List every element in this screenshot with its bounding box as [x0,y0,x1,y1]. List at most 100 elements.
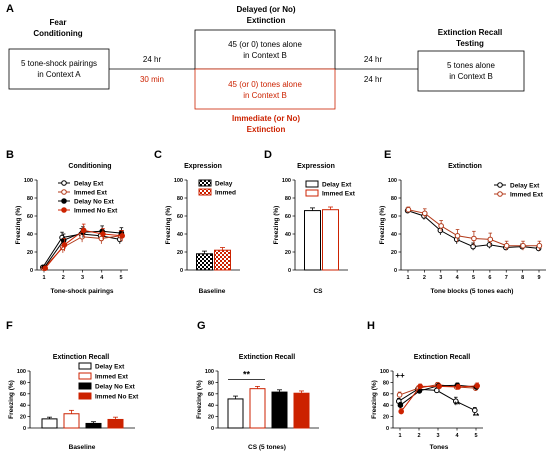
y-tick-label-b: 60 [27,214,33,220]
legend-marker-e [497,191,503,197]
x-tick-label-b: 2 [62,275,65,281]
y-tick-label-f: 0 [23,426,26,432]
x-tick-label-b: 5 [119,275,122,281]
data-point-e [536,242,543,249]
y-tick-label-h: 20 [383,415,389,421]
y-tick-label-h: 40 [383,403,389,409]
y-axis-title-d: Freezing (%) [273,206,280,245]
y-tick-label-c: 60 [177,214,183,220]
y-tick-label-e: 80 [391,196,397,202]
panel-letter-e: E [384,149,391,161]
x-tick-label-b: 1 [42,275,45,281]
stage2-box-delayed [194,29,336,70]
data-point-b [100,231,106,237]
x-axis-title-e: Tone blocks (5 tones each) [431,288,514,295]
legend-marker-b [61,189,67,195]
y-axis-title-f: Freezing (%) [8,380,15,419]
y-tick-label-f: 60 [20,392,26,398]
stage2-delayed-line2: in Context B [243,51,287,60]
y-tick-label-d: 60 [285,214,291,220]
bar-g [227,398,244,429]
data-point-h [436,383,443,390]
chart-title-d: Expression [297,163,335,170]
legend-label-f: Immed Ext [95,373,129,380]
chart-title-g: Extinction Recall [239,354,295,361]
stage3-title-line1: Extinction Recall [438,28,502,37]
legend-swatch-f [78,362,92,370]
y-axis-title-h: Freezing (%) [371,380,378,419]
bar-f [107,418,124,429]
data-point-e [438,223,444,229]
interval-right-top: 24 hr [364,55,383,64]
legend-swatch-c [198,188,212,196]
data-point-b [119,233,125,239]
data-point-e [421,210,428,217]
y-tick-label-c: 0 [180,268,183,274]
y-tick-label-g: 0 [211,426,214,432]
y-tick-label-h: 60 [383,392,389,398]
chart-title-h: Extinction Recall [414,354,470,361]
stage2-box-immediate [194,68,336,110]
panel-letter-h: H [367,320,375,332]
bar-c [196,253,213,271]
x-tick-label-e: 4 [456,275,460,281]
x-tick-label-h: 3 [436,433,439,439]
legend-marker-b [61,198,67,204]
y-tick-label-f: 80 [20,380,26,386]
legend-swatch-f [78,372,92,380]
legend-label-c: Delay [215,180,233,187]
y-tick-label-e: 40 [391,232,397,238]
data-point-h [397,402,404,409]
y-axis-title-g: Freezing (%) [196,380,203,419]
data-point-b [61,242,68,248]
panel-letter-g: G [197,320,206,332]
y-tick-label-f: 100 [17,369,26,375]
legend-swatch-f [78,392,92,400]
data-point-e [520,242,526,249]
legend-label-f: Delay No Ext [95,383,136,390]
y-tick-label-b: 0 [30,268,33,274]
chart-title-b: Conditioning [68,163,111,170]
panel-letter-f: F [6,320,13,332]
stage2-bottom-title-line1: Immediate (or No) [232,114,300,123]
y-tick-label-c: 20 [177,250,183,256]
y-tick-label-d: 0 [288,268,291,274]
panel-a-schematic: A Fear Conditioning 5 tone-shock pairing… [6,3,525,134]
y-tick-label-d: 20 [285,250,291,256]
y-tick-label-d: 80 [285,196,291,202]
interval-left-delayed: 24 hr [143,55,162,64]
legend-marker-e [497,182,503,188]
annotation-h: ** [454,400,461,409]
legend-label-e: Delay Ext [510,182,540,189]
x-axis-title-b: Tone-shock pairings [50,288,113,295]
y-axis-title-c: Freezing (%) [165,206,172,245]
data-point-e [405,206,412,213]
y-tick-label-b: 100 [24,178,33,184]
x-tick-label-e: 8 [521,275,524,281]
data-point-e [487,236,494,243]
bar-f [41,418,58,429]
legend-label-f: Immed No Ext [95,393,139,400]
data-point-h [453,398,459,405]
data-point-b [80,227,87,234]
x-tick-label-e: 6 [488,275,491,281]
interval-right-bottom: 24 hr [364,75,383,84]
x-tick-label-h: 1 [398,433,401,439]
stage2-immediate-line1: 45 (or 0) tones alone [228,80,302,89]
bar-c [214,249,231,271]
panel-letter-c: C [154,149,162,161]
y-tick-label-g: 100 [205,369,214,375]
bar-d [322,209,339,271]
stage3-box-line2: in Context B [449,72,493,81]
significance-label-g: ** [243,369,251,379]
data-point-e [486,242,493,248]
y-tick-label-c: 40 [177,232,183,238]
stage1-title-line1: Fear [50,18,67,27]
legend-label-d: Delay Ext [322,181,352,188]
stage2-title-line1: Delayed (or No) [236,5,295,14]
stage1-box [8,48,110,90]
x-axis-title-f: Baseline [69,444,96,451]
data-point-e [454,233,461,239]
stage3-box-line1: 5 tones alone [447,61,496,70]
